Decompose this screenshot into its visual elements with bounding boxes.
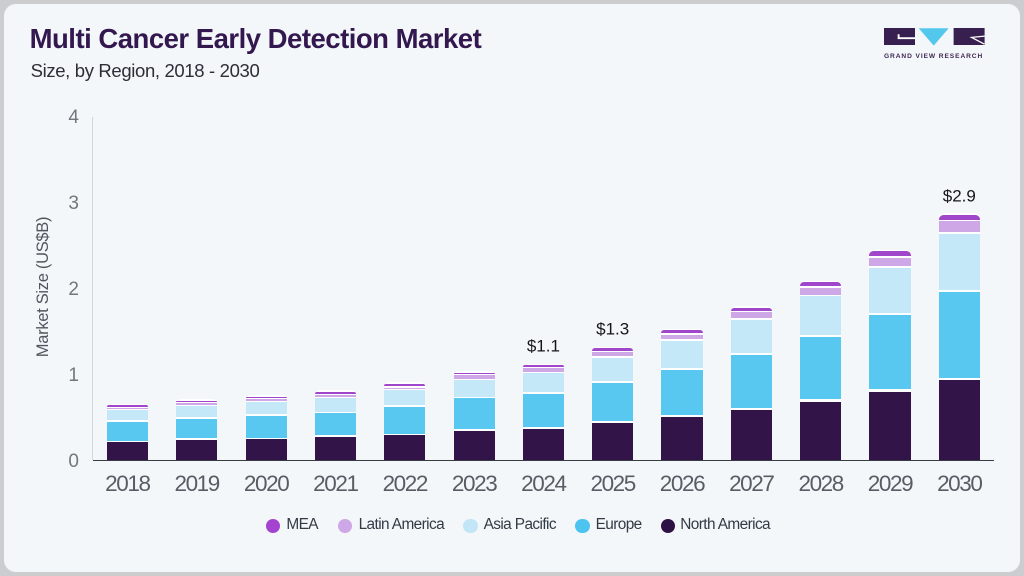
svg-text:GRAND VIEW RESEARCH: GRAND VIEW RESEARCH [884, 53, 983, 59]
